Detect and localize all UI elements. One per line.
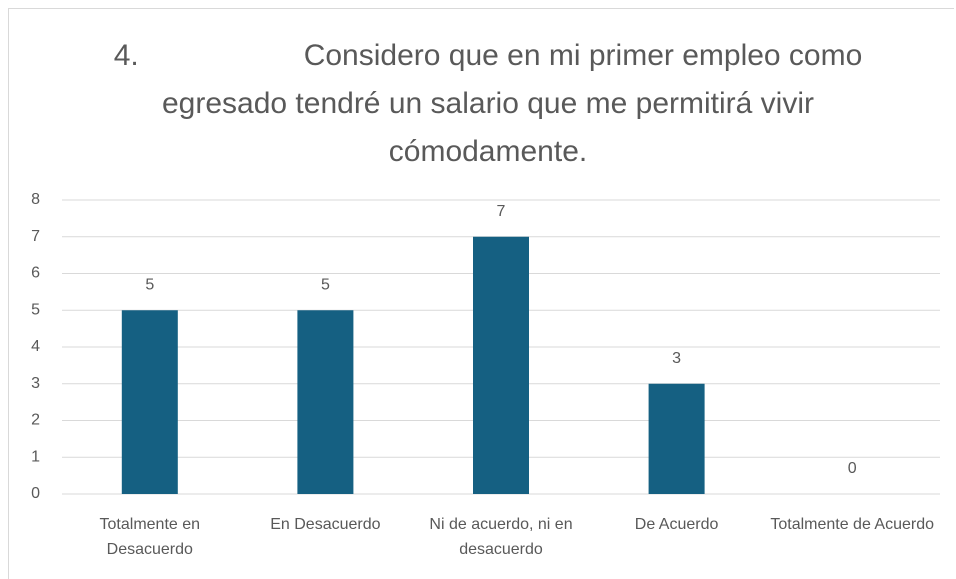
data-label: 7 (497, 203, 506, 220)
bar (297, 310, 354, 494)
y-tick-label: 0 (31, 485, 40, 502)
y-tick-label: 4 (31, 338, 40, 355)
data-label: 5 (321, 276, 330, 293)
chart-title: 4. Considero que en mi primer empleo com… (113, 39, 871, 168)
x-tick-label: Ni de acuerdo, ni en desacuerdo (429, 516, 573, 558)
y-tick-label: 7 (31, 228, 40, 245)
bar (121, 310, 178, 494)
bar (473, 236, 529, 494)
x-tick-label: Totalmente de Acuerdo (770, 516, 935, 533)
x-tick-label: Totalmente en Desacuerdo (99, 516, 201, 558)
data-label: 5 (145, 276, 154, 293)
x-tick-label: En Desacuerdo (270, 516, 381, 533)
y-tick-label: 6 (31, 265, 40, 282)
y-tick-label: 5 (31, 301, 40, 318)
chart-frame (8, 8, 954, 579)
data-label: 3 (672, 350, 681, 367)
y-tick-label: 8 (31, 191, 40, 208)
y-tick-label: 3 (31, 375, 40, 392)
y-tick-label: 1 (31, 448, 40, 465)
y-tick-label: 2 (31, 412, 40, 429)
x-tick-label: De Acuerdo (634, 516, 719, 533)
bar (648, 383, 705, 494)
data-label: 0 (848, 460, 857, 477)
